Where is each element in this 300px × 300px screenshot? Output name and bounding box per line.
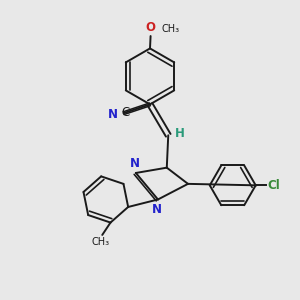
Text: Cl: Cl (268, 179, 280, 192)
Text: C: C (122, 106, 130, 119)
Text: CH₃: CH₃ (161, 24, 179, 34)
Text: N: N (108, 108, 118, 121)
Text: N: N (152, 203, 162, 216)
Text: O: O (146, 21, 156, 34)
Text: CH₃: CH₃ (92, 237, 110, 247)
Text: N: N (129, 157, 140, 170)
Text: H: H (175, 127, 184, 140)
